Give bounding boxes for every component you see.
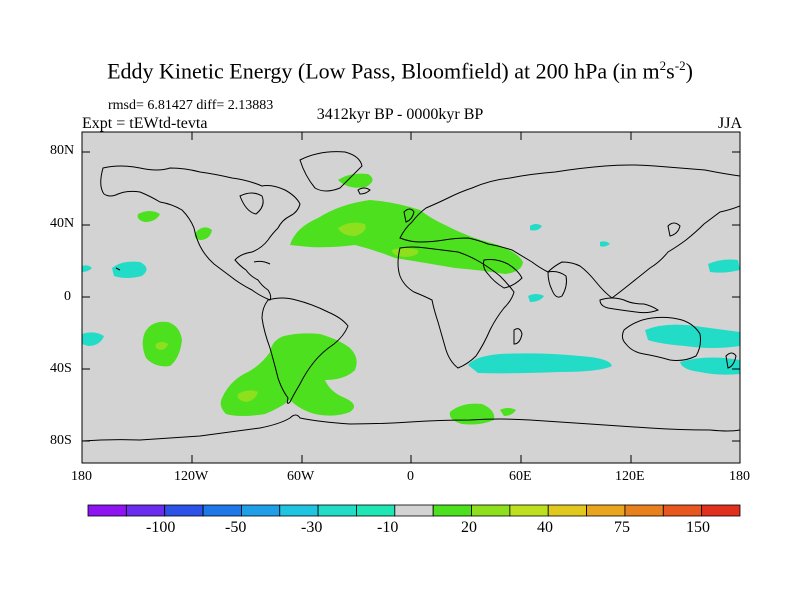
- rmsd-diff-stats: rmsd= 6.81427 diff= 2.13883: [108, 98, 274, 113]
- negative-region-hawaii: [112, 261, 147, 278]
- coast-arabia: [483, 259, 523, 289]
- colorbar-swatch: [547, 504, 587, 517]
- coast-south-america: [261, 297, 349, 404]
- colorbar-swatch: [624, 504, 664, 517]
- lon-ticks: [81, 132, 741, 463]
- colorbar-swatch: [432, 504, 472, 517]
- coast-africa: [397, 246, 515, 369]
- coast-iceland: [357, 187, 371, 195]
- positive-region-west-us: [194, 227, 212, 240]
- colorbar-swatch: [701, 504, 741, 517]
- positive-region-pacific-north: [137, 211, 160, 222]
- negative-region-tasman: [680, 357, 740, 375]
- positive-region-north-atlantic-core: [338, 222, 366, 236]
- negative-region-australia-south: [645, 324, 740, 348]
- lon-label: 180: [729, 469, 750, 484]
- coast-caribbean: [253, 260, 271, 265]
- experiment-label: Expt = tEWtd-tevta: [82, 115, 208, 132]
- colorbar-label: 20: [461, 519, 477, 536]
- period-label: 3412kyr BP - 0000kyr BP: [316, 106, 484, 123]
- anomaly-field: [82, 173, 740, 425]
- negative-region-east-pacific: [82, 265, 92, 272]
- coast-hawaii: [115, 267, 121, 271]
- colorbar-swatch: [356, 504, 396, 517]
- positive-region-antarctic-small: [500, 408, 516, 416]
- colorbar-label: 40: [537, 519, 553, 536]
- coast-eurasia: [399, 164, 740, 299]
- colorbar-swatch: [509, 504, 549, 517]
- lon-label: 180: [71, 469, 92, 484]
- lat-label: 40N: [50, 216, 75, 231]
- lon-label: 60E: [509, 469, 532, 484]
- colorbar-label: -100: [146, 519, 176, 536]
- coast-japan: [667, 222, 681, 237]
- colorbar: [87, 504, 741, 517]
- coast-madagascar: [513, 328, 523, 345]
- colorbar-swatch: [125, 504, 166, 517]
- negative-region-pacific-west: [82, 332, 104, 346]
- coast-greenland: [299, 151, 363, 192]
- map-background: [82, 132, 740, 463]
- lon-label: 0: [407, 469, 414, 484]
- lat-label: 0: [64, 289, 71, 304]
- colorbar-swatch: [471, 504, 511, 517]
- coast-australia: [621, 316, 701, 361]
- colorbar-label: 150: [686, 519, 710, 536]
- page-title: Eddy Kinetic Energy (Low Pass, Bloomfiel…: [107, 58, 693, 84]
- colorbar-swatch: [241, 504, 281, 517]
- colorbar-swatch: [202, 504, 242, 517]
- colorbar-swatch: [164, 504, 204, 517]
- colorbar-swatch: [87, 504, 127, 517]
- colorbar-swatch: [394, 504, 434, 517]
- coast-indonesia: [599, 297, 660, 314]
- colorbar-swatch: [586, 504, 626, 517]
- coast-new-zealand: [725, 352, 737, 369]
- negative-region-small: [600, 241, 610, 247]
- season-label: JJA: [717, 115, 742, 132]
- lat-ticks: [82, 151, 740, 442]
- positive-region-arctic: [338, 173, 373, 188]
- negative-region-arabian: [528, 294, 544, 302]
- colorbar-swatch: [279, 504, 319, 517]
- lon-label: 120W: [174, 469, 209, 484]
- colorbar-label: 75: [614, 519, 630, 536]
- coast-north-america: [100, 165, 301, 301]
- positive-region-south-america-core: [237, 390, 258, 402]
- lat-label: 80N: [50, 143, 75, 158]
- lat-label: 80S: [50, 433, 72, 448]
- colorbar-swatch: [662, 504, 703, 517]
- lon-label: 60W: [287, 469, 315, 484]
- colorbar-label: -30: [301, 519, 323, 536]
- negative-region-west-pacific-north: [708, 259, 740, 273]
- coastlines: [82, 151, 740, 442]
- colorbar-swatch: [317, 504, 357, 517]
- coast-hudson-bay: [239, 192, 264, 215]
- colorbar-label: -10: [377, 519, 399, 536]
- lon-label: 120E: [615, 469, 645, 484]
- lat-label: 40S: [50, 361, 72, 376]
- coast-india: [547, 271, 567, 298]
- positive-region-south-pacific-core: [155, 342, 168, 350]
- colorbar-label: -50: [225, 519, 247, 536]
- coast-uk: [403, 208, 415, 223]
- negative-region-japan-east: [530, 224, 542, 231]
- positive-region-north-atlantic: [290, 200, 523, 274]
- coast-antarctica: [82, 414, 740, 442]
- negative-region-indian-ocean: [468, 353, 612, 374]
